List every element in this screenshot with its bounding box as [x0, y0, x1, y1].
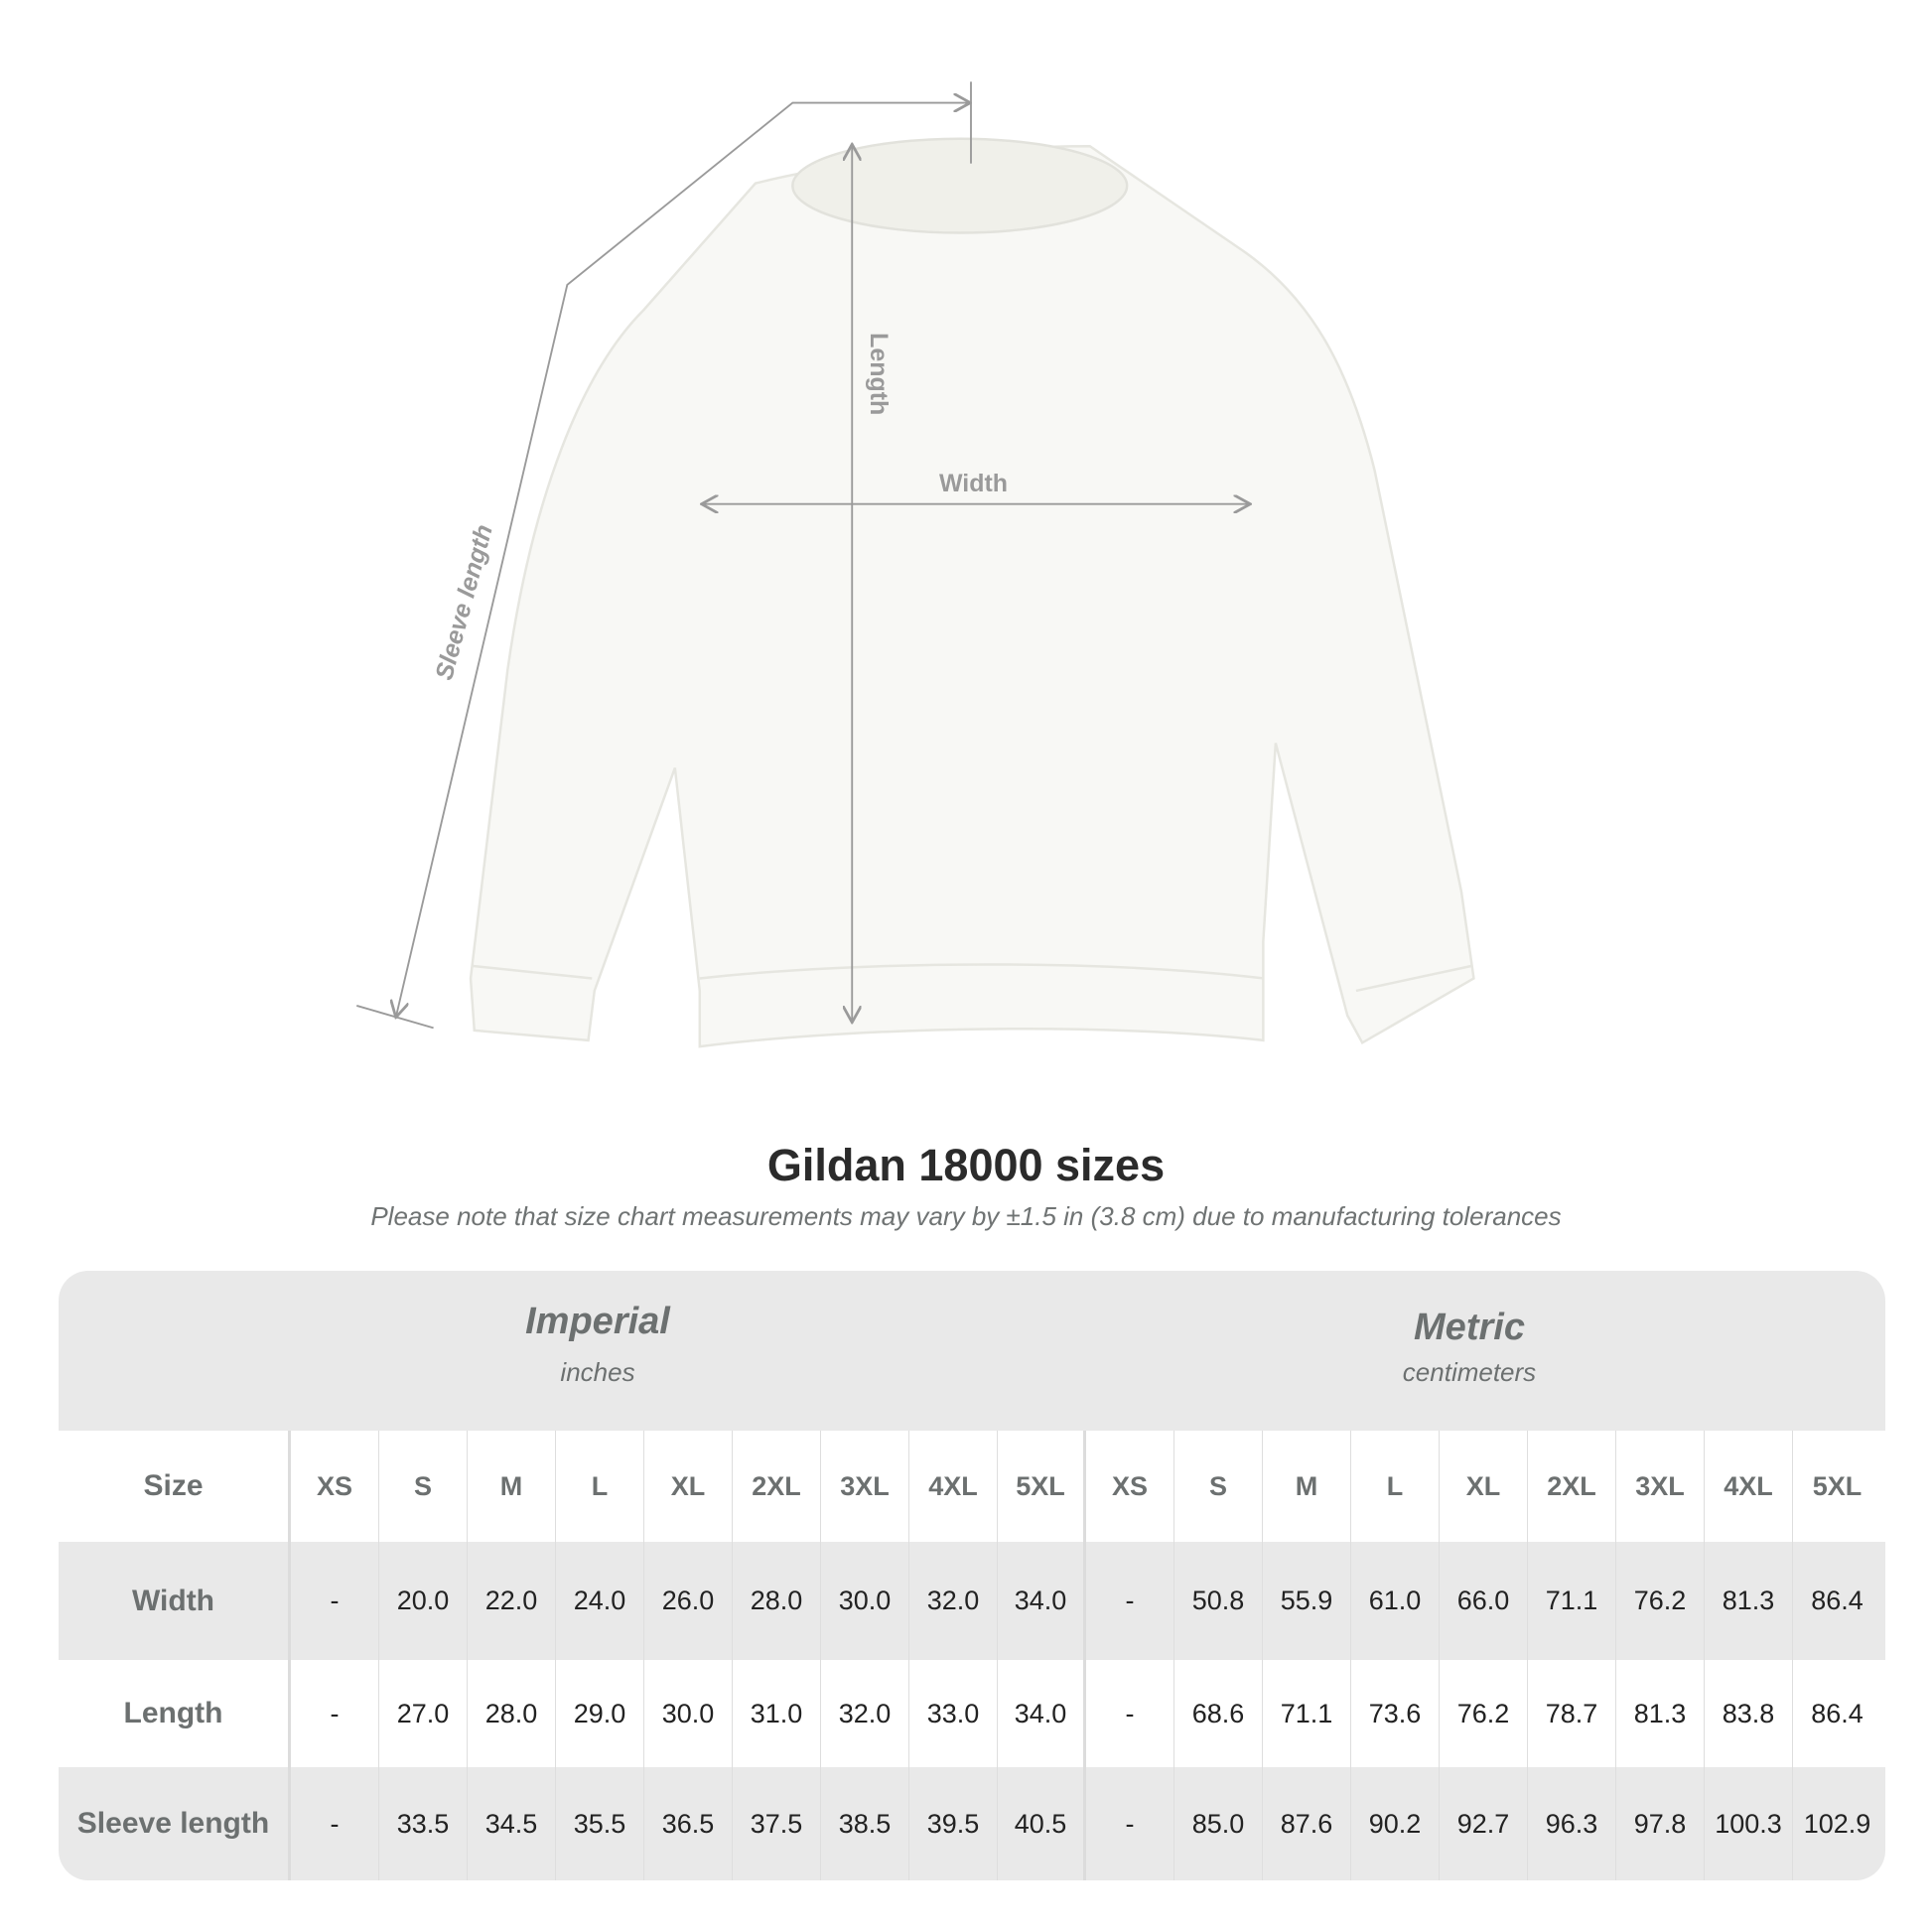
- imperial-value-cell: 39.5: [909, 1767, 998, 1880]
- metric-size-header: S: [1174, 1431, 1263, 1542]
- metric-size-header: XS: [1086, 1431, 1174, 1542]
- imperial-size-header: M: [468, 1431, 556, 1542]
- imperial-size-header: 2XL: [733, 1431, 821, 1542]
- metric-size-header: XL: [1440, 1431, 1528, 1542]
- metric-value-cell: 92.7: [1440, 1767, 1528, 1880]
- metric-value-cell: 66.0: [1440, 1542, 1528, 1660]
- metric-value-cell: 55.9: [1263, 1542, 1351, 1660]
- imperial-value-cell: -: [291, 1660, 379, 1767]
- metric-header: Metric centimeters: [1221, 1307, 1718, 1388]
- imperial-value-cell: 31.0: [733, 1660, 821, 1767]
- imperial-value-cell: 22.0: [468, 1542, 556, 1660]
- imperial-value-cell: 24.0: [556, 1542, 644, 1660]
- row-header: Size: [59, 1431, 291, 1542]
- metric-value-cell: -: [1086, 1767, 1174, 1880]
- table-row: Width -20.0 22.0 24.0 26.0 28.0 30.0 32.0 34.0-5…: [59, 1542, 1885, 1660]
- metric-value-cell: -: [1086, 1660, 1174, 1767]
- metric-value-cell: 87.6: [1263, 1767, 1351, 1880]
- metric-title: Metric: [1414, 1307, 1525, 1348]
- imperial-value-cell: 40.5: [998, 1767, 1086, 1880]
- imperial-size-header: 5XL: [998, 1431, 1086, 1542]
- page-title: Gildan 18000 sizes: [766, 1140, 1166, 1190]
- imperial-value-cell: 33.5: [379, 1767, 468, 1880]
- imperial-value-cell: 30.0: [644, 1660, 733, 1767]
- imperial-value-cell: 35.5: [556, 1767, 644, 1880]
- imperial-value-cell: 34.5: [468, 1767, 556, 1880]
- imperial-title: Imperial: [525, 1301, 670, 1342]
- sleeve-measure-line: [396, 103, 968, 1016]
- imperial-value-cell: 27.0: [379, 1660, 468, 1767]
- metric-value-cell: 61.0: [1351, 1542, 1440, 1660]
- row-header: Width: [59, 1542, 291, 1660]
- imperial-value-cell: 32.0: [909, 1542, 998, 1660]
- imperial-value-cell: 29.0: [556, 1660, 644, 1767]
- imperial-size-header: 4XL: [909, 1431, 998, 1542]
- metric-value-cell: 71.1: [1263, 1660, 1351, 1767]
- metric-size-header: L: [1351, 1431, 1440, 1542]
- table-row: Sleeve length -33.5 34.5 35.5 36.5 37.5 38.5 39…: [59, 1767, 1885, 1880]
- metric-value-cell: 100.3: [1705, 1767, 1793, 1880]
- imperial-value-cell: 38.5: [821, 1767, 909, 1880]
- imperial-value-cell: 34.0: [998, 1660, 1086, 1767]
- imperial-value-cell: 30.0: [821, 1542, 909, 1660]
- imperial-value-cell: 28.0: [733, 1542, 821, 1660]
- sleeve-length-label: Sleeve length: [430, 521, 498, 683]
- imperial-value-cell: 32.0: [821, 1660, 909, 1767]
- table-header-band: Imperial inches Metric centimeters: [59, 1271, 1885, 1431]
- metric-value-cell: 78.7: [1528, 1660, 1616, 1767]
- length-label: Length: [865, 333, 893, 415]
- imperial-size-header: XL: [644, 1431, 733, 1542]
- metric-value-cell: 81.3: [1705, 1542, 1793, 1660]
- metric-value-cell: 76.2: [1616, 1542, 1705, 1660]
- sweatshirt-image: [469, 137, 1475, 1048]
- row-header: Sleeve length: [59, 1767, 291, 1880]
- metric-value-cell: 76.2: [1440, 1660, 1528, 1767]
- imperial-value-cell: 34.0: [998, 1542, 1086, 1660]
- imperial-value-cell: -: [291, 1542, 379, 1660]
- imperial-value-cell: -: [291, 1767, 379, 1880]
- metric-value-cell: 71.1: [1528, 1542, 1616, 1660]
- imperial-size-header: 3XL: [821, 1431, 909, 1542]
- metric-value-cell: 97.8: [1616, 1767, 1705, 1880]
- metric-value-cell: 86.4: [1811, 1698, 1863, 1728]
- imperial-value-cell: 28.0: [468, 1660, 556, 1767]
- metric-value-cell: 90.2: [1351, 1767, 1440, 1880]
- metric-value-cell: 85.0: [1174, 1767, 1263, 1880]
- imperial-value-cell: 36.5: [644, 1767, 733, 1880]
- row-header: Length: [59, 1660, 291, 1767]
- metric-value-cell: 86.4: [1811, 1586, 1863, 1615]
- size-header-row: Size XS S M L XL 2XL 3XL 4XL 5XL XS S M L XL 2XL 3XL 4XL 5…: [59, 1431, 1885, 1542]
- imperial-unit: inches: [560, 1357, 635, 1387]
- metric-size-header: 3XL: [1616, 1431, 1705, 1542]
- metric-size-header: 2XL: [1528, 1431, 1616, 1542]
- imperial-value-cell: 33.0: [909, 1660, 998, 1767]
- imperial-value-cell: 37.5: [733, 1767, 821, 1880]
- imperial-value-cell: 26.0: [644, 1542, 733, 1660]
- page-subtitle: Please note that size chart measurements…: [370, 1201, 1562, 1231]
- metric-value-cell: 96.3: [1528, 1767, 1616, 1880]
- metric-value-cell: 83.8: [1705, 1660, 1793, 1767]
- metric-value-cell: 81.3: [1616, 1660, 1705, 1767]
- imperial-value-cell: 20.0: [379, 1542, 468, 1660]
- metric-size-header: M: [1263, 1431, 1351, 1542]
- imperial-size-header: L: [556, 1431, 644, 1542]
- width-label: Width: [939, 470, 1008, 497]
- metric-unit: centimeters: [1402, 1357, 1537, 1387]
- imperial-header: Imperial inches: [349, 1301, 846, 1388]
- imperial-size-header: XS: [291, 1431, 379, 1542]
- metric-value-cell: 73.6: [1351, 1660, 1440, 1767]
- imperial-size-header: S: [379, 1431, 468, 1542]
- metric-value-cell: 68.6: [1174, 1660, 1263, 1767]
- metric-value-cell: -: [1086, 1542, 1174, 1660]
- metric-size-header: 5XL: [1812, 1470, 1863, 1501]
- metric-value-cell: 102.9: [1803, 1808, 1871, 1839]
- metric-size-header: 4XL: [1705, 1431, 1793, 1542]
- metric-value-cell: 50.8: [1174, 1542, 1263, 1660]
- table-row: Length -27.0 28.0 29.0 30.0 31.0 32.0 33.0 34.0-…: [59, 1660, 1885, 1767]
- size-table: Imperial inches Metric centimeters Size X…: [59, 1271, 1885, 1880]
